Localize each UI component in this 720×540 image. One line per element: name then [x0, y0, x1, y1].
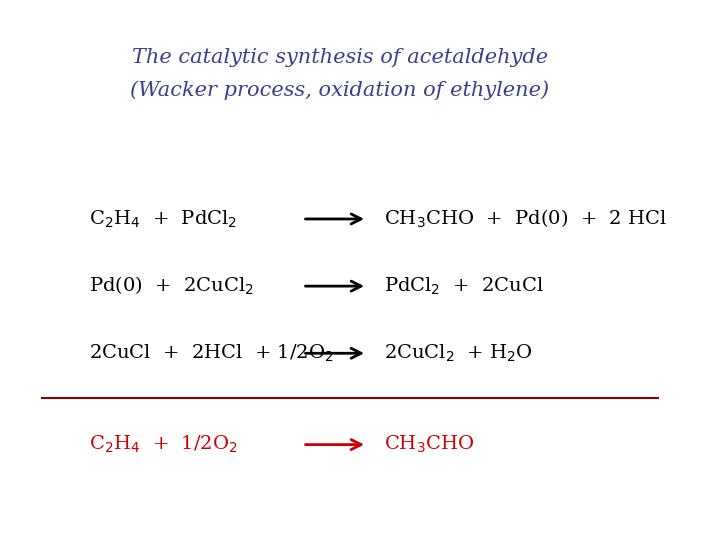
Text: C$_2$H$_4$  +  1/2O$_2$: C$_2$H$_4$ + 1/2O$_2$: [89, 434, 238, 455]
Text: (Wacker process, oxidation of ethylene): (Wacker process, oxidation of ethylene): [130, 80, 549, 100]
Text: The catalytic synthesis of acetaldehyde: The catalytic synthesis of acetaldehyde: [132, 48, 548, 68]
Text: PdCl$_2$  +  2CuCl: PdCl$_2$ + 2CuCl: [384, 275, 544, 297]
Text: CH$_3$CHO  +  Pd(0)  +  2 HCl: CH$_3$CHO + Pd(0) + 2 HCl: [384, 208, 667, 230]
Text: 2CuCl  +  2HCl  + 1/2O$_2$: 2CuCl + 2HCl + 1/2O$_2$: [89, 342, 334, 364]
Text: C$_2$H$_4$  +  PdCl$_2$: C$_2$H$_4$ + PdCl$_2$: [89, 208, 238, 230]
Text: CH$_3$CHO: CH$_3$CHO: [384, 434, 474, 455]
Text: 2CuCl$_2$  + H$_2$O: 2CuCl$_2$ + H$_2$O: [384, 342, 533, 364]
Text: Pd(0)  +  2CuCl$_2$: Pd(0) + 2CuCl$_2$: [89, 275, 254, 297]
